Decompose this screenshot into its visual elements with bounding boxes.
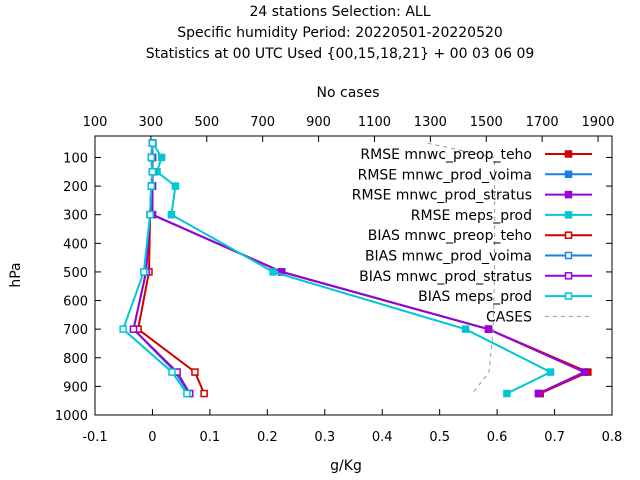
chart-title-line-2: Statistics at 00 UTC Used {00,15,18,21} …	[146, 46, 535, 62]
data-point	[200, 389, 208, 398]
legend-entry-5: BIAS mnwc_prod_voima	[365, 249, 592, 265]
x2-tick-label: 1500	[470, 115, 503, 130]
y-tick-label: 300	[63, 209, 88, 224]
legend-label: BIAS mnwc_prod_stratus	[359, 269, 532, 285]
legend-swatch-marker	[564, 170, 573, 179]
legend-entry-3: RMSE meps_prod	[411, 208, 592, 224]
legend-swatch-marker	[564, 190, 573, 199]
x-tick-label: 0.4	[372, 430, 393, 445]
x2-tick-label: 1300	[414, 115, 447, 130]
series-line	[427, 142, 496, 394]
legend-swatch-marker	[564, 150, 573, 158]
legend-label: RMSE mnwc_preop_teho	[360, 147, 532, 163]
data-point	[157, 153, 166, 162]
data-point	[148, 168, 157, 176]
y-tick-label: 800	[63, 352, 88, 367]
y-axis-label: hPa	[8, 262, 24, 287]
data-point	[129, 325, 138, 333]
legend-entry-1: RMSE mnwc_prod_voima	[358, 167, 592, 183]
data-point	[146, 210, 154, 219]
legend-label: RMSE mnwc_prod_stratus	[352, 188, 532, 204]
legend-label: BIAS mnwc_preop_teho	[368, 228, 532, 244]
x2-tick-label: 1100	[358, 115, 391, 130]
x-tick-label: -0.1	[82, 430, 107, 445]
data-point	[269, 268, 277, 276]
y-tick-label: 900	[63, 380, 88, 395]
x2-tick-label: 500	[194, 115, 219, 130]
x-tick-label: 0.2	[257, 430, 278, 445]
x-tick-label: 0.5	[429, 430, 450, 445]
x-axis-label: g/Kg	[330, 458, 362, 474]
x-tick-label: 0.7	[544, 430, 565, 445]
y-tick-label: 600	[63, 295, 88, 310]
legend-swatch-marker	[564, 272, 573, 280]
data-point	[503, 389, 511, 398]
data-point	[140, 268, 148, 276]
plot-frame	[94, 135, 613, 416]
data-point	[461, 325, 470, 333]
x2-tick-label: 700	[250, 115, 275, 130]
legend-swatch-marker	[564, 251, 573, 260]
data-point	[580, 368, 589, 376]
legend-label: BIAS meps_prod	[418, 289, 532, 305]
data-point	[191, 368, 199, 376]
data-point	[147, 182, 156, 190]
data-point	[546, 368, 555, 376]
legend-label: BIAS mnwc_prod_voima	[365, 249, 532, 265]
legend-entry-0: RMSE mnwc_preop_teho	[360, 147, 592, 163]
data-point	[168, 368, 176, 376]
data-point	[183, 389, 191, 398]
x2-axis-label: No cases	[317, 85, 380, 101]
x2-tick-label: 100	[83, 115, 108, 130]
x2-tick-label: 300	[138, 115, 163, 130]
legend-label: RMSE mnwc_prod_voima	[358, 167, 532, 183]
x-tick-label: 0.8	[602, 430, 623, 445]
legend-swatch-marker	[564, 231, 573, 239]
data-point	[148, 139, 157, 147]
y-tick-label: 700	[63, 323, 88, 338]
data-point	[534, 389, 543, 398]
data-point	[484, 325, 493, 333]
x2-tick-label: 900	[306, 115, 331, 130]
x-tick-label: 0	[148, 430, 156, 445]
legend-label: CASES	[486, 309, 532, 325]
series-3	[149, 139, 555, 398]
y-tick-label: 200	[63, 180, 88, 195]
data-point	[167, 210, 176, 219]
legend-swatch-marker	[564, 211, 573, 219]
y-tick-label: 100	[63, 151, 88, 166]
data-point	[119, 325, 127, 333]
chart-title-line-0: 24 stations Selection: ALL	[249, 4, 430, 20]
y-tick-label: 500	[63, 266, 88, 281]
y-tick-label: 1000	[55, 409, 88, 424]
x-tick-label: 0.6	[487, 430, 508, 445]
x-tick-label: 0.3	[314, 430, 335, 445]
legend-entry-2: RMSE mnwc_prod_stratus	[352, 188, 592, 204]
legend-entry-8: CASES	[486, 309, 592, 325]
series-7	[119, 139, 191, 398]
y-tick-label: 400	[63, 237, 88, 252]
data-point	[171, 182, 180, 190]
series-8	[427, 142, 496, 394]
legend-swatch-marker	[564, 292, 573, 300]
x2-tick-label: 1700	[526, 115, 559, 130]
legend-entry-7: BIAS meps_prod	[418, 289, 592, 305]
legend-label: RMSE meps_prod	[411, 208, 532, 224]
chart-title-line-1: Specific humidity Period: 20220501-20220…	[177, 25, 503, 41]
x2-tick-label: 1900	[581, 115, 614, 130]
x-tick-label: 0.1	[200, 430, 221, 445]
legend-entry-6: BIAS mnwc_prod_stratus	[359, 269, 592, 285]
legend-entry-4: BIAS mnwc_preop_teho	[368, 228, 592, 244]
data-point	[147, 153, 156, 162]
